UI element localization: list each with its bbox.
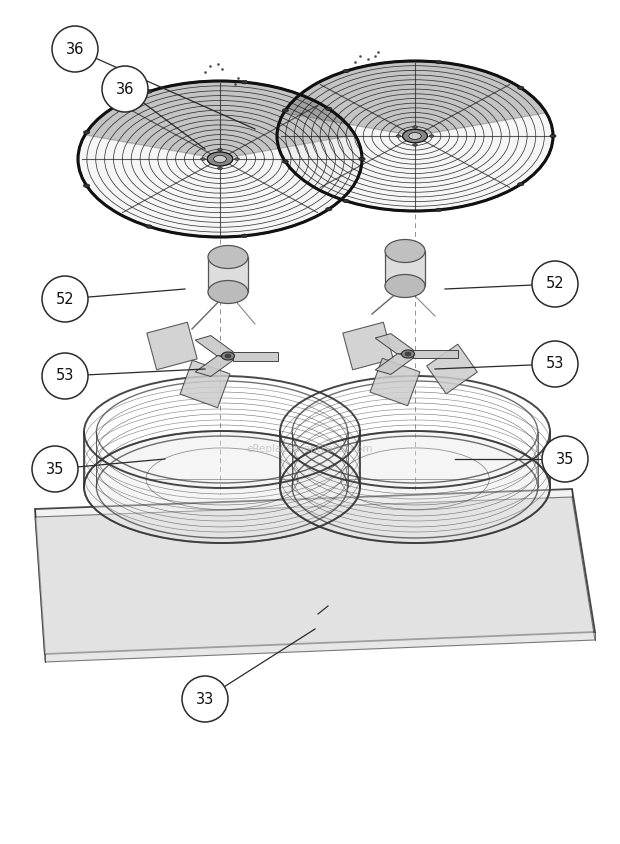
Ellipse shape — [207, 152, 232, 166]
Ellipse shape — [385, 274, 425, 297]
Ellipse shape — [412, 143, 417, 146]
Ellipse shape — [146, 225, 152, 229]
Polygon shape — [370, 358, 420, 406]
Ellipse shape — [518, 86, 524, 89]
Ellipse shape — [234, 158, 239, 160]
Ellipse shape — [218, 167, 223, 170]
Ellipse shape — [412, 126, 417, 128]
Ellipse shape — [221, 352, 234, 360]
Text: 33: 33 — [196, 691, 214, 706]
Ellipse shape — [277, 61, 553, 211]
Ellipse shape — [343, 199, 349, 203]
Polygon shape — [375, 354, 414, 375]
Polygon shape — [233, 351, 278, 360]
Ellipse shape — [405, 352, 411, 356]
Ellipse shape — [83, 184, 90, 187]
Circle shape — [42, 276, 88, 322]
Circle shape — [102, 66, 148, 112]
Polygon shape — [195, 355, 233, 376]
Circle shape — [52, 26, 98, 72]
Ellipse shape — [78, 81, 362, 237]
Circle shape — [532, 341, 578, 387]
Ellipse shape — [280, 431, 550, 543]
Ellipse shape — [200, 158, 205, 160]
Text: 52: 52 — [546, 277, 564, 291]
Ellipse shape — [396, 135, 401, 138]
Ellipse shape — [429, 135, 434, 138]
Polygon shape — [35, 497, 595, 662]
Ellipse shape — [326, 107, 332, 111]
Text: 52: 52 — [56, 291, 74, 306]
Ellipse shape — [146, 89, 152, 93]
Ellipse shape — [409, 133, 421, 139]
Text: 36: 36 — [116, 82, 134, 96]
Circle shape — [32, 446, 78, 492]
Ellipse shape — [84, 431, 360, 543]
Ellipse shape — [359, 157, 365, 160]
Ellipse shape — [402, 129, 427, 143]
Ellipse shape — [518, 182, 524, 186]
Polygon shape — [375, 333, 414, 354]
Ellipse shape — [282, 160, 288, 164]
Polygon shape — [427, 344, 477, 394]
Ellipse shape — [550, 134, 556, 138]
Polygon shape — [343, 322, 393, 370]
Circle shape — [182, 676, 228, 722]
Ellipse shape — [402, 350, 415, 358]
Ellipse shape — [208, 280, 248, 304]
Polygon shape — [35, 489, 595, 654]
Ellipse shape — [241, 80, 248, 84]
Polygon shape — [195, 336, 233, 356]
Ellipse shape — [385, 240, 425, 262]
Text: 53: 53 — [546, 356, 564, 371]
Circle shape — [532, 261, 578, 307]
Polygon shape — [85, 81, 355, 159]
Ellipse shape — [214, 155, 226, 163]
Text: 35: 35 — [556, 452, 574, 467]
Text: 53: 53 — [56, 369, 74, 383]
Ellipse shape — [208, 246, 248, 268]
Ellipse shape — [83, 131, 90, 134]
Polygon shape — [413, 349, 458, 359]
Ellipse shape — [436, 208, 442, 212]
Polygon shape — [147, 322, 197, 370]
Ellipse shape — [326, 208, 332, 211]
Ellipse shape — [225, 354, 231, 358]
Ellipse shape — [241, 234, 248, 237]
Polygon shape — [180, 360, 230, 408]
Ellipse shape — [218, 149, 223, 151]
Text: eReplacementParts.com: eReplacementParts.com — [247, 444, 373, 454]
Text: 35: 35 — [46, 462, 64, 477]
FancyBboxPatch shape — [385, 251, 425, 286]
Circle shape — [542, 436, 588, 482]
Polygon shape — [284, 61, 546, 136]
Ellipse shape — [343, 69, 349, 73]
Ellipse shape — [436, 61, 442, 64]
Ellipse shape — [282, 109, 288, 112]
Circle shape — [42, 353, 88, 399]
FancyBboxPatch shape — [208, 257, 248, 292]
Text: 36: 36 — [66, 41, 84, 57]
